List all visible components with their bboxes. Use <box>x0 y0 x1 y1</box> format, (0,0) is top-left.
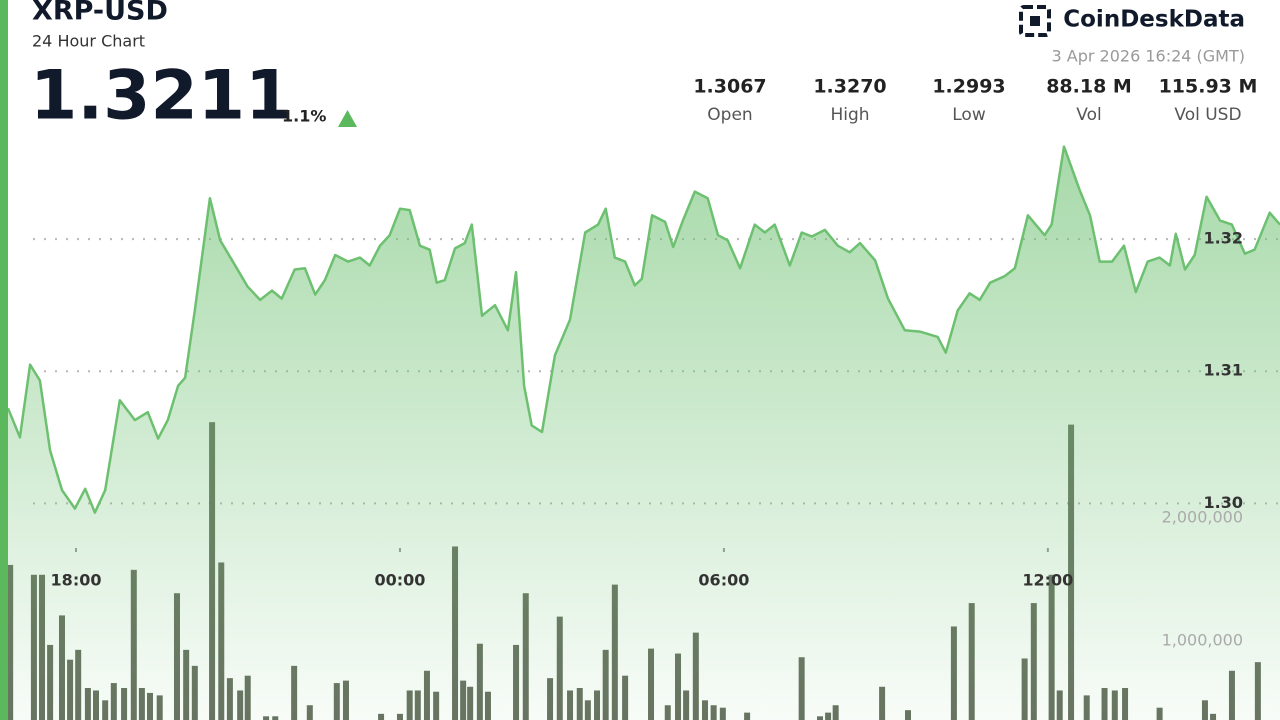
stat-value: 1.3270 <box>813 76 886 98</box>
x-tick-label: 06:00 <box>698 571 749 590</box>
y2-tick-label: 2,000,000 <box>1162 508 1243 527</box>
stat-value: 88.18 M <box>1046 76 1132 98</box>
stats: 1.3067 Open 1.3270 High 1.2993 Low 88.18 M Vol 1… <box>693 76 1257 126</box>
stat-label: Low <box>952 105 986 125</box>
price-change: 1.1% <box>282 107 326 126</box>
timestamp: 3 Apr 2026 16:24 (GMT) <box>1052 47 1246 66</box>
x-tick-label: 18:00 <box>51 571 102 590</box>
brand-name: CoinDeskData <box>1063 7 1245 33</box>
stat-label: Vol USD <box>1174 105 1241 125</box>
y-tick-label: 1.30 <box>1204 493 1243 512</box>
brand-logo <box>1019 5 1051 37</box>
plot-area: 1.30 1.31 1.32 1,000,000 2,000,000 18:00 00:00… <box>6 145 1280 720</box>
chart-title: XRP-USD <box>32 0 168 27</box>
stat-label: Vol <box>1076 105 1101 125</box>
y-tick-label: 1.32 <box>1204 229 1243 248</box>
stat-value: 1.2993 <box>932 76 1005 98</box>
stat-label: Open <box>707 105 752 125</box>
stat-value: 115.93 M <box>1159 76 1258 98</box>
y2-tick-label: 1,000,000 <box>1162 631 1243 650</box>
y-tick-label: 1.31 <box>1204 361 1243 380</box>
price-area <box>8 146 1280 720</box>
accent-bar <box>0 0 8 720</box>
stat-value: 1.3067 <box>693 76 766 98</box>
x-tick-label: 00:00 <box>374 571 425 590</box>
price-line <box>6 145 1280 514</box>
up-arrow <box>338 110 357 127</box>
stat-label: High <box>830 105 869 125</box>
current-price: 1.3211 <box>30 57 292 136</box>
x-tick-label: 12:00 <box>1022 571 1073 590</box>
chart-subtitle: 24 Hour Chart <box>32 32 145 51</box>
